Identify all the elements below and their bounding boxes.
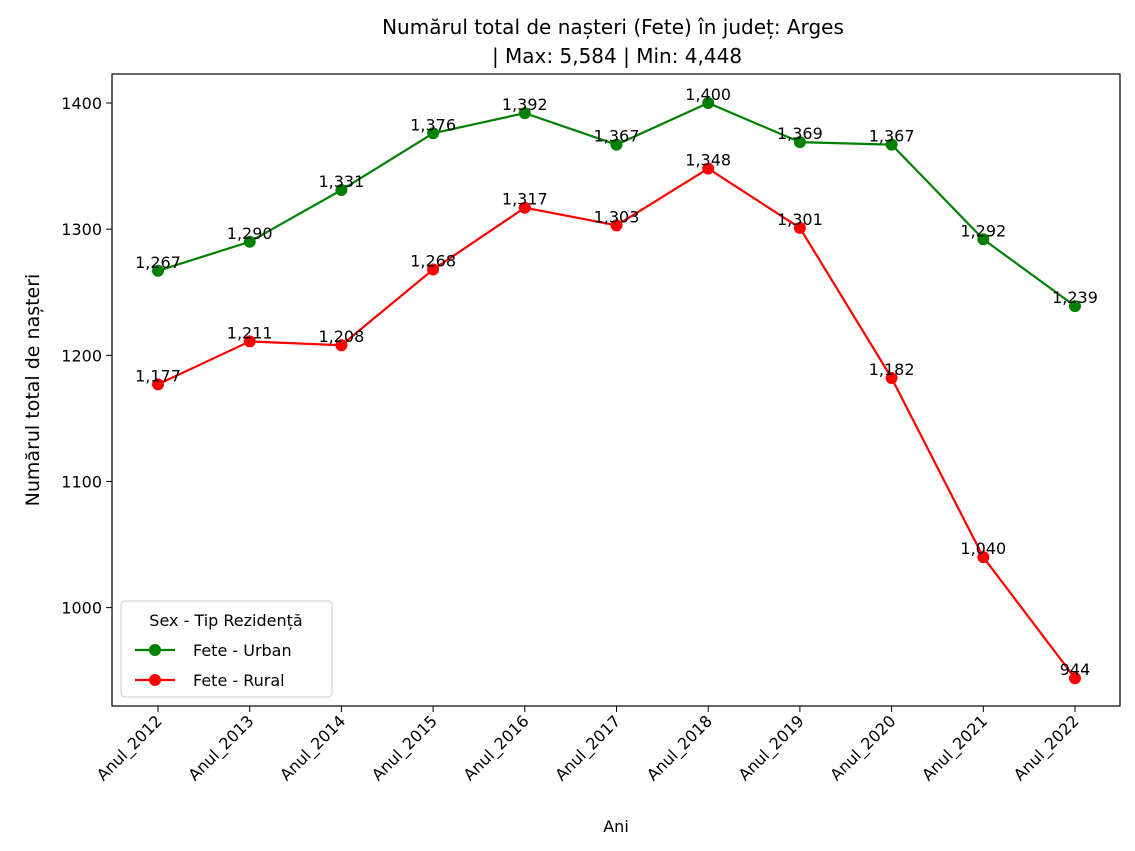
- y-tick-label: 1200: [61, 346, 102, 365]
- data-label: 1,268: [410, 252, 456, 271]
- data-point: [1069, 300, 1081, 313]
- data-label: 1,239: [1052, 288, 1098, 307]
- data-label: 1,331: [318, 172, 364, 191]
- legend-item: Fete - Urban: [135, 641, 292, 660]
- x-tick-label: Anul_2022: [1010, 711, 1084, 785]
- data-point: [702, 97, 715, 110]
- series-fete-rural: 1,177 1,211 1,208 1,268 1,317 1,303 1,348 1,301…: [135, 151, 1090, 685]
- y-tick-label: 1000: [61, 599, 102, 618]
- data-point: [793, 221, 806, 234]
- data-point: [427, 263, 440, 276]
- data-point: [518, 107, 531, 120]
- x-tick-label: Anul_2015: [368, 711, 442, 785]
- data-label: 1,392: [502, 95, 548, 114]
- y-axis-label: Numărul total de nașteri: [22, 274, 44, 507]
- x-tick-label: Anul_2021: [918, 711, 992, 785]
- data-label: 1,376: [410, 115, 456, 134]
- data-point: [427, 127, 440, 140]
- y-tick-label: 1100: [61, 472, 102, 491]
- data-label: 1,211: [227, 323, 273, 342]
- data-label: 1,040: [960, 539, 1006, 558]
- x-tick-label: Anul_2013: [184, 711, 258, 785]
- series-layer: 1,267 1,290 1,331 1,376 1,392 1,367 1,400 1,369…: [135, 85, 1098, 685]
- x-axis: Anul_2012 Anul_2013 Anul_2014 Anul_2015 Anul…: [93, 706, 1084, 785]
- legend-marker: [149, 644, 161, 656]
- x-tick-label: Anul_2018: [643, 711, 717, 785]
- legend-marker: [149, 674, 161, 686]
- data-point: [1069, 672, 1081, 685]
- data-label: 1,367: [869, 127, 915, 146]
- data-point: [335, 184, 348, 197]
- x-tick-label: Anul_2020: [826, 711, 900, 785]
- legend-label: Fete - Rural: [193, 671, 285, 690]
- x-axis-label: Ani: [603, 817, 629, 836]
- data-label: 1,303: [594, 207, 640, 226]
- data-point: [610, 219, 623, 232]
- data-label: 1,177: [135, 366, 181, 385]
- data-label: 1,292: [960, 221, 1006, 240]
- data-label: 1,367: [594, 127, 640, 146]
- legend: Sex - Tip Rezidență Fete - Urban Fete - R…: [120, 600, 333, 698]
- x-tick-label: Anul_2017: [551, 711, 625, 785]
- y-axis: 1000 1100 1200 1300 1400: [61, 94, 112, 618]
- x-tick-label: Anul_2012: [93, 711, 167, 785]
- chart-title: Numărul total de nașteri (Fete) în județ…: [382, 15, 844, 39]
- data-label: 1,348: [685, 151, 731, 170]
- legend-title: Sex - Tip Rezidență: [149, 611, 302, 630]
- y-tick-label: 1300: [61, 220, 102, 239]
- x-tick-label: Anul_2014: [276, 711, 350, 785]
- legend-item: Fete - Rural: [135, 671, 285, 690]
- data-point: [243, 235, 256, 248]
- data-label: 1,301: [777, 210, 823, 229]
- data-point: [152, 264, 164, 277]
- data-point: [518, 201, 531, 214]
- data-point: [885, 138, 898, 151]
- data-label: 1,182: [869, 360, 915, 379]
- data-label: 1,267: [135, 253, 181, 272]
- series-fete-urban: 1,267 1,290 1,331 1,376 1,392 1,367 1,400 1,369…: [135, 85, 1098, 313]
- data-point: [335, 339, 348, 352]
- data-point: [152, 378, 164, 391]
- legend-box: [120, 600, 333, 698]
- legend-items: Fete - Urban Fete - Rural: [135, 641, 292, 690]
- legend-label: Fete - Urban: [193, 641, 292, 660]
- data-point: [610, 138, 623, 151]
- data-point: [793, 136, 806, 149]
- data-point: [977, 551, 990, 564]
- data-point: [702, 162, 715, 175]
- data-label: 1,290: [227, 224, 273, 243]
- data-label: 1,369: [777, 124, 823, 143]
- data-label: 1,400: [685, 85, 731, 104]
- y-tick-label: 1400: [61, 94, 102, 113]
- data-point: [885, 372, 898, 385]
- x-tick-label: Anul_2019: [735, 711, 809, 785]
- chart-subtitle: | Max: 5,584 | Min: 4,448: [492, 44, 742, 68]
- data-point: [977, 233, 990, 246]
- data-label: 944: [1060, 660, 1091, 679]
- data-label: 1,317: [502, 190, 548, 209]
- data-point: [243, 335, 256, 348]
- data-label: 1,208: [318, 327, 364, 346]
- x-tick-label: Anul_2016: [460, 711, 534, 785]
